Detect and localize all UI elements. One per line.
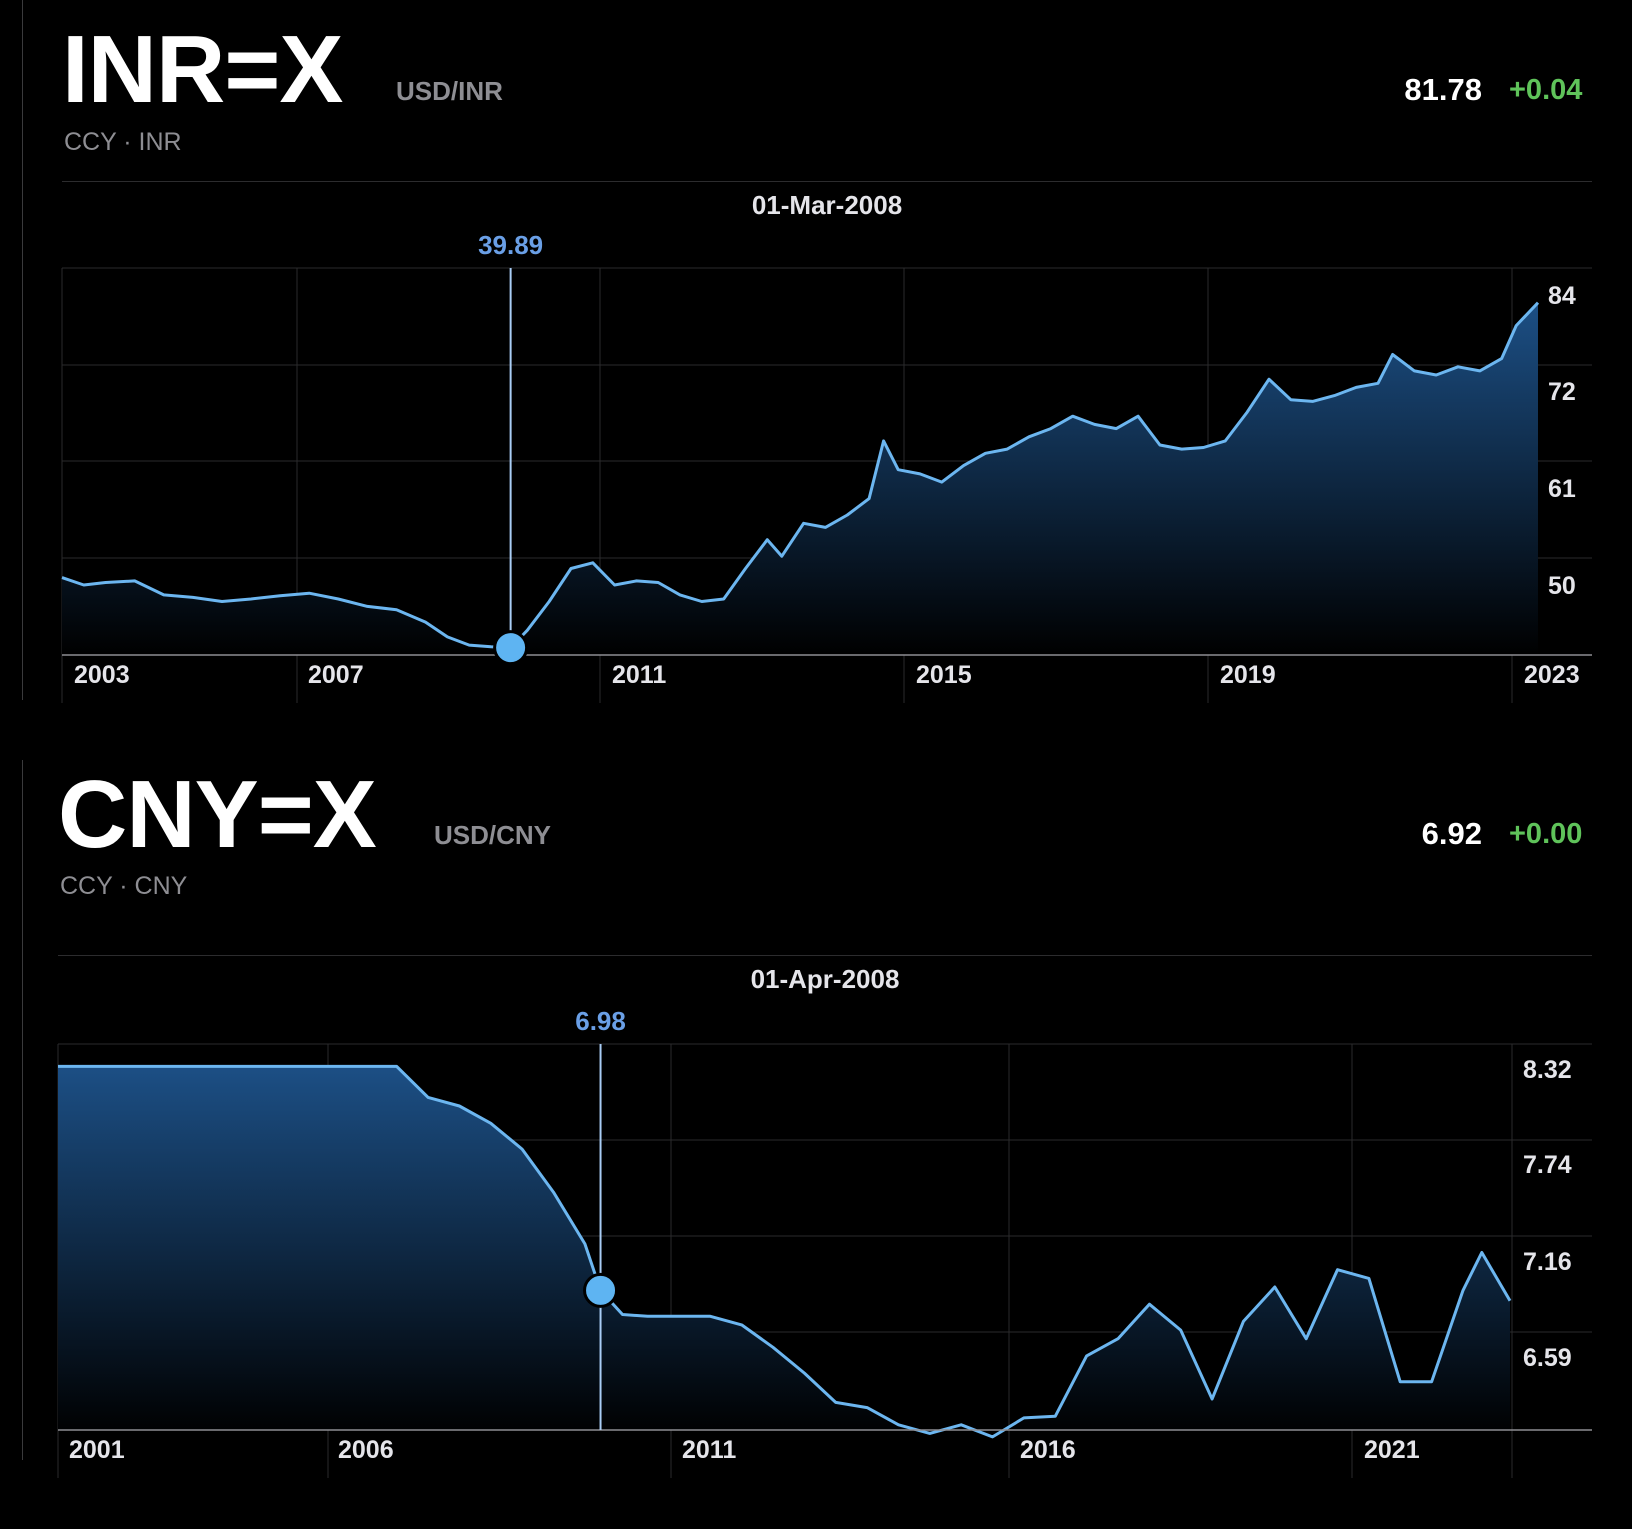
selected-date: 01-Mar-2008	[751, 190, 903, 220]
price-change: +0.00	[1509, 818, 1583, 850]
y-tick-label: 50	[1548, 572, 1576, 600]
y-tick-label: 84	[1548, 282, 1576, 310]
selected-value-label: 39.89	[478, 230, 543, 260]
price-area	[58, 1066, 1510, 1437]
x-tick-label: 2019	[1220, 661, 1276, 689]
price-line	[58, 1064, 1512, 1439]
y-tick-label: 7.74	[1523, 1151, 1572, 1179]
x-tick-label: 2007	[308, 661, 364, 689]
y-tick-label: 7.16	[1523, 1248, 1572, 1276]
x-tick-label: 2003	[74, 661, 130, 689]
y-tick-label: 72	[1548, 378, 1576, 406]
cny-panel: CNY=X USD/CNY CCY · CNY 6.92 +0.00 01-Ap…	[0, 750, 1632, 1529]
ticker-symbol: INR=X	[62, 16, 343, 123]
currency-pair: USD/CNY	[434, 820, 552, 850]
panel-edge	[22, 760, 23, 1460]
ticker-symbol: CNY=X	[58, 761, 377, 868]
price-line	[61, 301, 1540, 650]
x-tick-label: 2021	[1364, 1436, 1420, 1464]
x-tick-label: 2023	[1524, 661, 1580, 689]
exchange-subtitle: CCY · INR	[64, 128, 182, 156]
x-tick-label: 2016	[1020, 1436, 1076, 1464]
current-price: 81.78	[1404, 72, 1482, 107]
x-tick-label: 2015	[916, 661, 972, 689]
x-tick-label: 2001	[69, 1436, 125, 1464]
selection-marker	[493, 630, 529, 666]
price-area	[62, 302, 1538, 655]
exchange-subtitle: CCY · CNY	[60, 872, 188, 900]
selected-value-label: 6.98	[575, 1006, 626, 1036]
x-tick-label: 2011	[612, 661, 666, 689]
panel-edge	[22, 0, 23, 700]
inr-price-chart[interactable]: 2003 2007 2011 2015 2019 2023 84 72 61 50 39.89	[0, 0, 1632, 720]
y-tick-label: 61	[1548, 475, 1576, 503]
header-divider	[62, 181, 1592, 182]
y-tick-label: 8.32	[1523, 1056, 1572, 1084]
selected-date: 01-Apr-2008	[750, 964, 900, 994]
current-price: 6.92	[1421, 816, 1482, 851]
price-change: +0.04	[1509, 74, 1583, 106]
header-divider	[58, 955, 1592, 956]
cny-price-chart[interactable]: 2001 2006 2011 2016 2021 8.32 7.74 7.16 6.59 6.98	[0, 750, 1632, 1529]
x-tick-label: 2006	[338, 1436, 394, 1464]
selection-marker	[583, 1272, 619, 1308]
y-tick-label: 6.59	[1523, 1344, 1572, 1372]
inr-panel: INR=X USD/INR CCY · INR 81.78 +0.04 01-M…	[0, 0, 1632, 720]
x-tick-label: 2011	[682, 1436, 736, 1464]
currency-pair: USD/INR	[396, 76, 503, 106]
